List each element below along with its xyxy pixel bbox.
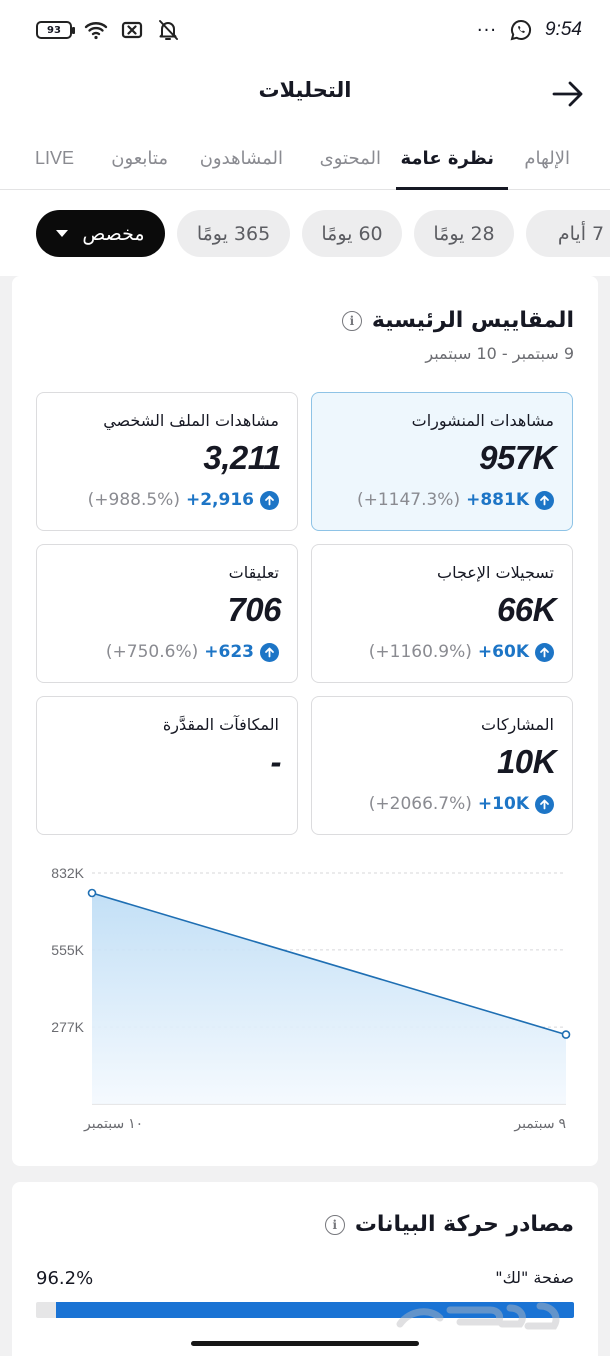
tab-viewers[interactable]: المشاهدون — [199, 148, 283, 169]
data-point — [87, 888, 97, 898]
metric-shares[interactable]: المشاركات 10K (+2066.7%) +10K — [311, 696, 573, 835]
chip-60-days[interactable]: 60 يومًا — [302, 210, 402, 257]
info-icon[interactable]: i — [341, 310, 362, 331]
change-value: +623 — [204, 642, 254, 662]
source-percent: 96.2% — [36, 1268, 94, 1289]
change-percent: (+1147.3%) — [356, 490, 461, 510]
metric-likes[interactable]: تسجيلات الإعجاب 66K (+1160.9%) +60K — [311, 544, 573, 683]
date-range-text: 9 سبتمبر - 10 سبتمبر — [425, 344, 574, 363]
metric-label: مشاهدات المنشورات — [411, 411, 554, 430]
mute-bell-icon — [159, 20, 178, 40]
metric-label: مشاهدات الملف الشخصي — [103, 411, 279, 430]
chart-svg: 832K 555K 277K ١٠ سبتمبر ٩ سبتمبر — [51, 865, 571, 1132]
key-metrics-header: المقاييس الرئيسية i — [341, 308, 574, 333]
page-title: التحليلات — [258, 78, 352, 102]
chip-custom[interactable]: مخصص — [36, 210, 165, 257]
chip-7-days[interactable]: 7 أيام — [526, 210, 610, 257]
source-progress-fill — [56, 1302, 574, 1318]
wifi-icon — [84, 22, 108, 40]
change-percent: (+750.6%) — [105, 642, 199, 662]
metric-value: 957K — [479, 439, 556, 476]
metric-label: المكافآت المقدَّرة — [162, 715, 279, 734]
app-header: التحليلات — [0, 60, 610, 128]
tab-overview[interactable]: نظرة عامة — [400, 148, 495, 169]
chip-365-days[interactable]: 365 يومًا — [177, 210, 290, 257]
metric-change: (+1147.3%) +881K — [357, 490, 554, 510]
x-tick-label: ٩ سبتمبر — [513, 1115, 566, 1132]
data-point — [561, 1030, 571, 1039]
metric-label: المشاركات — [481, 715, 554, 734]
status-icons-right: ··· 9:54 — [477, 18, 582, 42]
metric-change: (+988.5%) +2,916 — [88, 490, 279, 510]
y-tick-label: 832K — [51, 865, 84, 881]
y-tick-label: 277K — [51, 1019, 84, 1035]
chip-28-days[interactable]: 28 يومًا — [414, 210, 514, 257]
metric-value: 706 — [227, 591, 281, 628]
metric-label: تسجيلات الإعجاب — [437, 563, 554, 582]
source-progress-bar — [36, 1302, 574, 1318]
more-dots: ··· — [476, 19, 498, 41]
change-value: +60K — [477, 642, 529, 662]
arrow-up-icon — [535, 490, 554, 510]
active-tab-indicator — [396, 187, 508, 190]
metric-change: (+1160.9%) +60K — [369, 642, 554, 662]
post-views-chart: 832K 555K 277K ١٠ سبتمبر ٩ سبتمبر — [12, 856, 598, 1156]
battery-icon: 93 — [36, 21, 75, 39]
series-area — [92, 892, 566, 1104]
battery-level: 93 — [47, 24, 61, 36]
source-label: صفحة "لك" — [495, 1268, 574, 1287]
back-arrow-icon[interactable] — [550, 76, 586, 112]
clock: 9:54 — [545, 19, 582, 40]
tab-live[interactable]: LIVE — [34, 148, 74, 168]
traffic-sources-header: مصادر حركة البيانات i — [324, 1212, 574, 1237]
arrow-up-icon — [260, 642, 279, 662]
metric-profile-views[interactable]: مشاهدات الملف الشخصي 3,211 (+988.5%) +2,… — [36, 392, 298, 531]
metric-change: (+750.6%) +623 — [106, 642, 279, 662]
watermark-logo — [396, 1302, 560, 1330]
metric-value: 10K — [496, 743, 557, 780]
chip-custom-label: مخصص — [82, 222, 145, 245]
change-value: +2,916 — [185, 490, 254, 510]
change-percent: (+2066.7%) — [368, 794, 472, 814]
tab-bar: الإلهام نظرة عامة المحتوى المشاهدون متاب… — [0, 128, 610, 190]
close-box-icon — [121, 21, 143, 39]
info-icon[interactable]: i — [324, 1214, 345, 1235]
status-icons-left: 93 — [36, 18, 180, 42]
change-percent: (+1160.9%) — [368, 642, 472, 662]
key-metrics-title: المقاييس الرئيسية — [371, 308, 574, 333]
metric-estimated-rewards[interactable]: المكافآت المقدَّرة - — [36, 696, 298, 835]
key-metrics-card: المقاييس الرئيسية i 9 سبتمبر - 10 سبتمبر… — [12, 276, 598, 1166]
status-bar: 93 ··· 9:54 — [0, 0, 610, 60]
change-value: +881K — [466, 490, 529, 510]
home-indicator — [191, 1341, 419, 1346]
metric-value: 66K — [496, 591, 557, 628]
metric-change: (+2066.7%) +10K — [369, 794, 554, 814]
arrow-up-icon — [535, 642, 554, 662]
tab-content[interactable]: المحتوى — [319, 148, 381, 169]
arrow-up-icon — [535, 794, 554, 814]
traffic-sources-title: مصادر حركة البيانات — [354, 1212, 574, 1237]
x-tick-label: ١٠ سبتمبر — [83, 1115, 143, 1132]
metric-post-views[interactable]: مشاهدات المنشورات 957K (+1147.3%) +881K — [311, 392, 573, 531]
metric-label: تعليقات — [228, 563, 279, 582]
metric-value: 3,211 — [203, 439, 281, 476]
y-tick-label: 555K — [51, 942, 84, 958]
tab-followers[interactable]: متابعون — [111, 148, 168, 169]
tab-inspiration[interactable]: الإلهام — [524, 148, 570, 169]
change-percent: (+988.5%) — [87, 490, 180, 510]
arrow-up-icon — [260, 490, 279, 510]
date-range-chips: 7 أيام 28 يومًا 60 يومًا 365 يومًا مخصص — [0, 190, 610, 276]
traffic-sources-card: مصادر حركة البيانات i صفحة "لك" 96.2% — [12, 1182, 598, 1356]
series-line — [91, 892, 567, 1036]
change-value: +10K — [477, 794, 529, 814]
metric-comments[interactable]: تعليقات 706 (+750.6%) +623 — [36, 544, 298, 683]
metric-value: - — [270, 743, 282, 780]
caret-down-icon — [56, 230, 69, 237]
whatsapp-icon — [510, 19, 532, 41]
